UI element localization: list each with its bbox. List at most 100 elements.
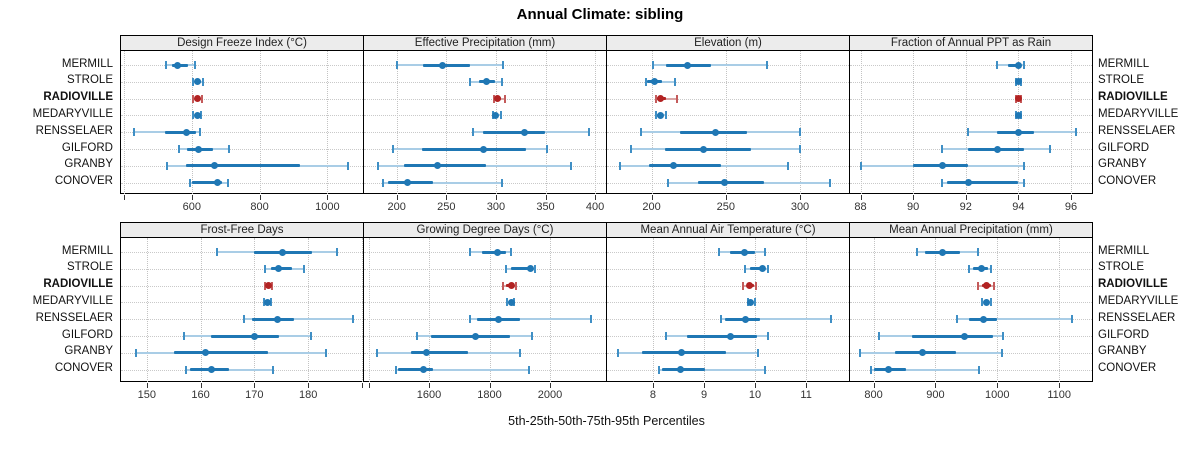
median-dot (194, 95, 202, 103)
v-gridline (446, 51, 448, 194)
median-dot (507, 282, 515, 290)
median-dot (938, 248, 946, 256)
whisker-cap (941, 145, 944, 153)
panel-title: Elevation (m) (694, 37, 762, 49)
whisker-cap (191, 77, 194, 86)
axis-tick (368, 383, 370, 388)
median-dot (1014, 95, 1022, 103)
axis-tick (361, 383, 363, 388)
whisker-cap (228, 145, 231, 153)
whisker-line (469, 318, 591, 321)
whisker-cap (324, 348, 327, 357)
whisker-line (659, 368, 766, 371)
axis-tick (913, 195, 915, 200)
axis-tick (191, 195, 193, 200)
v-gridline (935, 238, 937, 382)
panel: Design Freeze Index (°C) 600 800 1000 (121, 36, 364, 213)
iqr-bar (422, 63, 471, 67)
axis-tick-label: 8 (649, 389, 656, 401)
median-dot (759, 265, 767, 273)
axis-tick-label: 800 (250, 201, 269, 213)
axis-tick-label: 800 (864, 389, 883, 401)
axis-tick-label: 1000 (315, 201, 340, 213)
panel: Effective Precipitation (mm) 200 250 300 350… (364, 36, 607, 213)
whisker-cap (226, 178, 229, 187)
site-label-left: STROLE (66, 74, 113, 87)
axis-tick-label: 1600 (416, 389, 442, 401)
whisker-cap (192, 94, 195, 103)
whisker-cap (658, 365, 661, 374)
h-gridline (850, 98, 1092, 100)
whisker-cap (468, 315, 471, 324)
whisker-cap (754, 281, 757, 290)
whisker-cap (499, 111, 502, 120)
axis-tick-label: 250 (716, 201, 735, 213)
whisker-cap (665, 111, 668, 120)
v-gridline (1070, 51, 1072, 194)
whisker-cap (530, 332, 533, 340)
site-label-right: GILFORD (1098, 328, 1150, 341)
whisker-cap (1002, 332, 1005, 340)
axis-tick (200, 383, 202, 388)
axis-tick (1059, 383, 1061, 388)
panel-strip: Mean Annual Air Temperature (°C) (607, 223, 849, 238)
v-gridline (495, 51, 497, 194)
axis-tick (806, 383, 808, 388)
iqr-bar (431, 334, 511, 338)
axis-tick (1070, 195, 1072, 200)
whisker-cap (271, 281, 274, 290)
axis-tick-label: 150 (137, 389, 156, 401)
whisker-cap (166, 161, 169, 170)
median-dot (433, 162, 441, 170)
panel-title: Mean Annual Precipitation (mm) (889, 224, 1053, 236)
h-gridline (121, 268, 363, 270)
median-dot (1014, 111, 1022, 119)
site-label-left: RADIOVILLE (43, 278, 113, 291)
whisker-cap (375, 348, 378, 357)
h-gridline (364, 285, 606, 287)
whisker-cap (742, 281, 745, 290)
iqr-bar (664, 147, 751, 151)
v-gridline (652, 238, 654, 382)
axis-tick-label: 170 (245, 389, 264, 401)
axis-tick (259, 195, 261, 200)
site-label-right: GRANBY (1098, 158, 1147, 171)
panel-strip: Growing Degree Days (°C) (364, 223, 606, 238)
whisker-cap (996, 61, 999, 69)
whisker-cap (510, 248, 512, 256)
whisker-cap (546, 145, 549, 153)
h-gridline (850, 302, 1092, 304)
site-label-left: RADIOVILLE (43, 91, 113, 104)
whisker-cap (654, 111, 657, 120)
v-gridline (997, 238, 999, 382)
whisker-cap (302, 264, 305, 273)
site-label-left: RENSSELAER (35, 124, 113, 137)
whisker-cap (764, 365, 767, 374)
site-label-left: GILFORD (61, 141, 113, 154)
v-gridline (704, 238, 705, 382)
v-gridline (873, 238, 875, 382)
whisker-cap (215, 248, 218, 256)
median-dot (173, 61, 181, 69)
site-label-right: STROLE (1098, 74, 1145, 87)
axis-tick-label: 9 (700, 389, 708, 401)
iqr-bar (397, 368, 433, 372)
v-gridline (755, 238, 757, 382)
axis-tick-label: 1000 (985, 389, 1010, 401)
median-dot (683, 61, 691, 69)
whisker-cap (941, 178, 944, 187)
median-dot (711, 128, 719, 136)
median-dot (202, 349, 210, 357)
axis-tick-label: 250 (437, 201, 456, 213)
whisker-cap (501, 61, 504, 69)
median-dot (978, 265, 986, 273)
median-dot (183, 128, 191, 136)
median-dot (521, 128, 529, 136)
whisker-cap (395, 61, 398, 69)
axis-tick-label: 2000 (537, 389, 563, 401)
panel-title: Design Freeze Index (°C) (177, 37, 307, 49)
axis-tick (997, 383, 999, 388)
median-dot (207, 366, 215, 374)
axis-tick (429, 383, 431, 388)
plot-area: 88 90 92 94 96 (850, 51, 1092, 213)
